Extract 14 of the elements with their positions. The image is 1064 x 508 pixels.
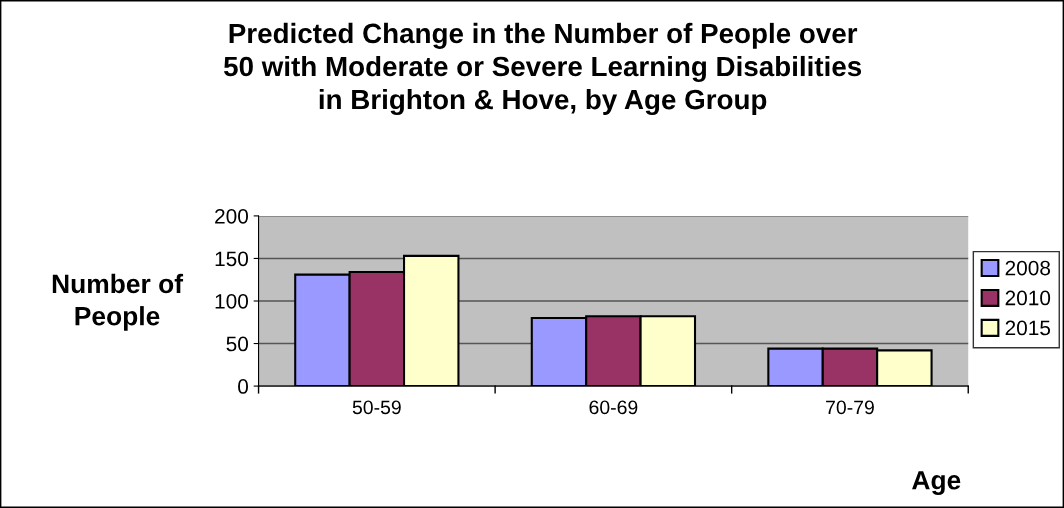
- legend-label: 2015: [1005, 320, 1051, 336]
- legend-label: 2008: [1005, 260, 1051, 276]
- y-tick-label: 50: [226, 336, 249, 352]
- x-tick-label: 60-69: [589, 400, 638, 415]
- y-axis-title: Number of People: [52, 273, 184, 331]
- x-tick-label: 70-79: [826, 400, 874, 415]
- legend-label: 2010: [1005, 290, 1051, 306]
- y-tick-label: 0: [238, 379, 249, 394]
- chart-title: Predicted Change in the Number of People over 50 with Moderate or Severe Learning Disabilities in Brighton & Hove, by Age Group: [223, 22, 862, 115]
- y-tick-label: 150: [215, 251, 249, 267]
- x-axis-title: Age: [912, 471, 961, 495]
- y-tick-label: 200: [215, 208, 249, 224]
- y-tick-label: 100: [215, 293, 249, 309]
- x-tick-label: 50-59: [352, 400, 401, 415]
